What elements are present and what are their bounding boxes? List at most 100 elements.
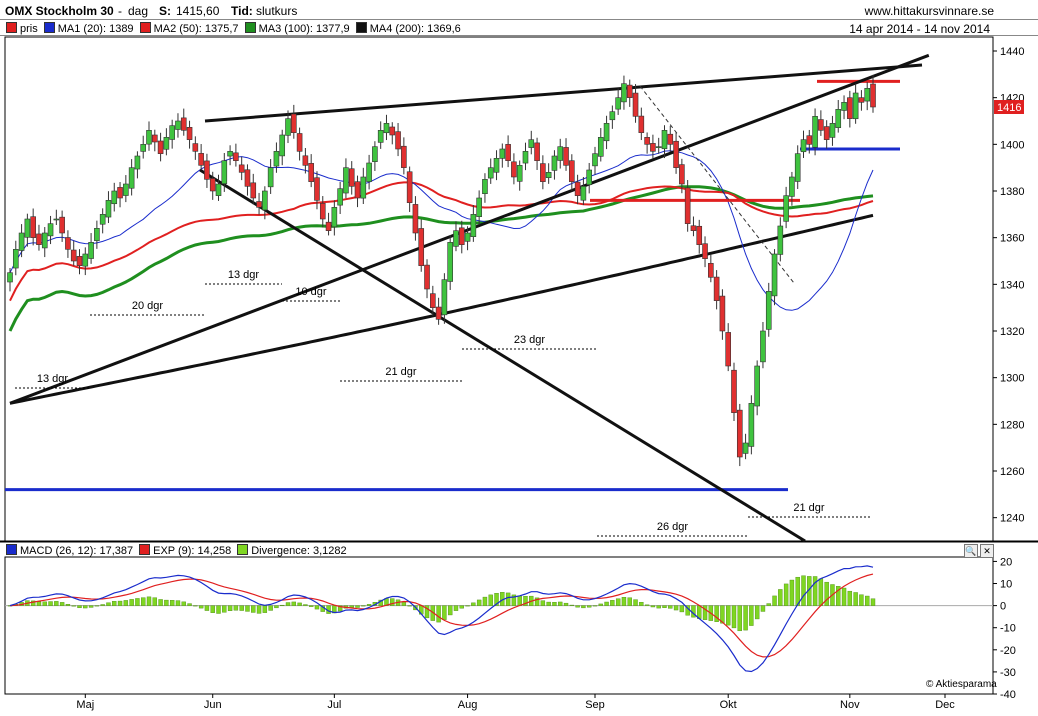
price-candle bbox=[487, 167, 494, 179]
price-candle bbox=[337, 188, 343, 206]
price-candle bbox=[273, 151, 280, 167]
divergence-bar bbox=[193, 605, 198, 607]
y-tick-label: 1400 bbox=[1000, 139, 1024, 151]
price-candle bbox=[169, 125, 175, 140]
macd-legend: MACD (26, 12): 17,387 EXP (9): 14,258 Dive… bbox=[6, 544, 353, 557]
divergence-bar bbox=[870, 598, 876, 606]
price-candle bbox=[702, 243, 708, 259]
price-candle bbox=[291, 113, 297, 133]
price-candle bbox=[41, 232, 48, 249]
divergence-bar bbox=[366, 604, 372, 606]
price-candle bbox=[267, 167, 274, 188]
price-candle bbox=[134, 155, 141, 170]
divergence-bar bbox=[552, 602, 557, 606]
divergence-bar bbox=[859, 594, 864, 606]
divergence-bar bbox=[737, 605, 742, 632]
divergence-bar bbox=[401, 601, 407, 606]
price-candle bbox=[250, 182, 257, 199]
divergence-bar bbox=[789, 579, 795, 606]
divergence-bar bbox=[517, 595, 522, 606]
close-icon[interactable]: ✕ bbox=[980, 544, 994, 558]
divergence-bar bbox=[291, 601, 297, 606]
y-tick-label: 1280 bbox=[1000, 419, 1024, 431]
price-candle bbox=[673, 140, 679, 168]
divergence-bar bbox=[349, 605, 354, 608]
divergence-bar bbox=[534, 597, 540, 606]
site-link[interactable]: www.hittakursvinnare.se bbox=[864, 4, 994, 18]
upper-channel-line bbox=[204, 63, 923, 123]
divergence-bar bbox=[610, 600, 615, 606]
macd-y-tick-label: 0 bbox=[1000, 601, 1006, 613]
price-candle bbox=[30, 216, 36, 238]
price-candle bbox=[65, 237, 71, 250]
divergence-bar bbox=[841, 587, 847, 606]
divergence-bar bbox=[361, 605, 366, 607]
divergence-bar bbox=[621, 597, 627, 606]
price-candle bbox=[412, 204, 419, 234]
divergence-bar bbox=[627, 597, 632, 606]
price-candle bbox=[285, 118, 291, 136]
price-candle bbox=[574, 181, 581, 196]
price-candle bbox=[389, 126, 396, 136]
divergence-bar bbox=[505, 592, 511, 606]
price-candle bbox=[111, 190, 118, 205]
legend-swatch bbox=[244, 22, 256, 33]
legend-swatch bbox=[43, 22, 55, 33]
divergence-bar bbox=[447, 605, 453, 616]
price-candle bbox=[818, 119, 824, 131]
price-candle bbox=[186, 127, 193, 140]
price-candle bbox=[151, 134, 158, 143]
legend-swatch bbox=[139, 22, 151, 33]
price-candle bbox=[140, 144, 147, 152]
price-candle bbox=[580, 186, 587, 201]
price-candle bbox=[47, 223, 54, 237]
divergence-bar bbox=[106, 602, 111, 606]
time-value: slutkurs bbox=[256, 4, 298, 18]
legend-label: MA2 (50): 1375,7 bbox=[153, 23, 239, 35]
last-price-label: S: bbox=[159, 4, 171, 18]
price-candle bbox=[354, 181, 361, 199]
divergence-bar bbox=[158, 599, 163, 606]
price-candle bbox=[366, 162, 372, 182]
chart-header: OMX Stockholm 30 - dag S: 1415,60 Tid: s… bbox=[0, 0, 1038, 20]
price-candle bbox=[777, 225, 784, 255]
price-candle bbox=[615, 97, 621, 110]
price-candle bbox=[325, 221, 332, 231]
last-price-value: 1415,60 bbox=[176, 4, 220, 18]
divergence-bar bbox=[598, 603, 603, 606]
divergence-bar bbox=[198, 605, 204, 609]
divergence-bar bbox=[187, 603, 192, 606]
macd-y-tick-label: -10 bbox=[1000, 623, 1016, 635]
divergence-bar bbox=[436, 605, 441, 623]
price-candle bbox=[331, 207, 338, 228]
price-candle bbox=[719, 295, 726, 332]
price-candle bbox=[493, 158, 500, 173]
divergence-bar bbox=[488, 594, 493, 606]
price-candle bbox=[592, 153, 598, 167]
zoom-icon[interactable]: 🔍 bbox=[964, 544, 978, 558]
x-tick-label: Okt bbox=[720, 699, 737, 711]
price-candle bbox=[175, 120, 181, 130]
y-tick-label: 1340 bbox=[1000, 279, 1024, 291]
macd-panel-frame bbox=[4, 556, 994, 695]
price-candle bbox=[621, 83, 627, 103]
macd-y-tick-label: -30 bbox=[1000, 667, 1016, 679]
price-candle bbox=[319, 203, 326, 220]
price-candle bbox=[829, 123, 836, 138]
divergence-bar bbox=[117, 600, 123, 606]
macd-legend-item: EXP (9): 14,258 bbox=[139, 544, 231, 557]
price-candle bbox=[841, 102, 847, 111]
divergence-bar bbox=[390, 598, 395, 606]
price-candle bbox=[794, 153, 801, 182]
divergence-bar bbox=[546, 601, 551, 606]
divergence-bar bbox=[280, 604, 285, 606]
price-candle bbox=[754, 365, 760, 407]
index-title: OMX Stockholm 30 bbox=[5, 4, 114, 18]
period-label: 21 dgr bbox=[385, 366, 417, 378]
price-candle bbox=[233, 152, 239, 161]
x-tick-label: Nov bbox=[840, 699, 860, 711]
divergence-bar bbox=[754, 605, 760, 620]
price-candle bbox=[314, 177, 320, 201]
price-candle bbox=[53, 218, 60, 221]
